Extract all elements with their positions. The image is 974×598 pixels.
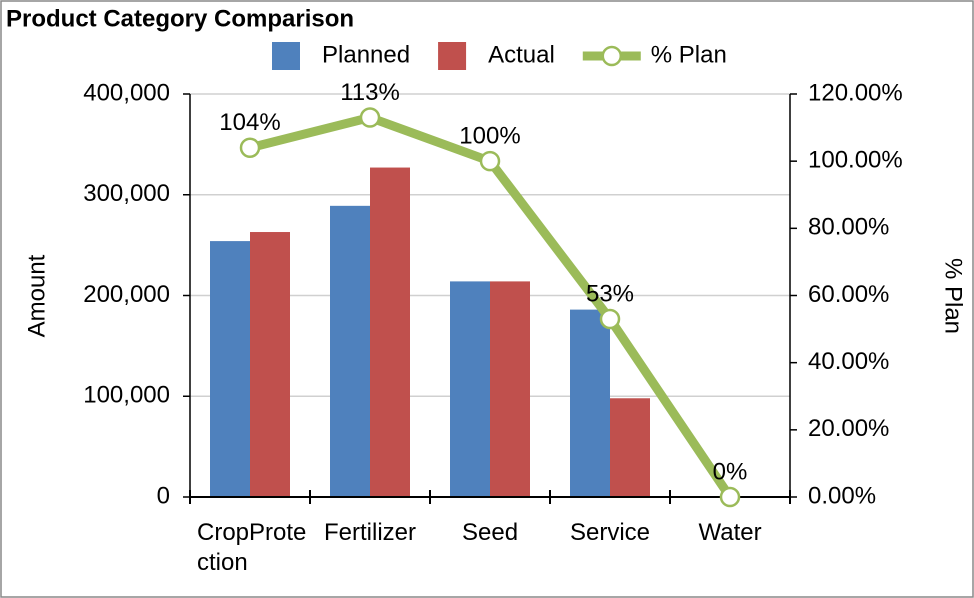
data-label: 53% (586, 280, 634, 307)
line-marker (359, 107, 381, 128)
data-label: 113% (340, 79, 400, 106)
y2-tick-label: 20.00% (808, 415, 889, 442)
x-tick-label: CropProtection (197, 519, 307, 576)
line-marker (599, 308, 621, 330)
legend-label: Actual (488, 41, 555, 68)
line-marker (239, 137, 261, 158)
y-tick-label: 0 (157, 482, 170, 509)
data-label: 0% (713, 458, 748, 485)
chart-title: Product Category Comparison (6, 5, 354, 32)
legend-label: Planned (322, 41, 410, 68)
y2-tick-label: 100.00% (808, 147, 903, 174)
y-tick-label: 400,000 (83, 79, 170, 106)
bar (330, 205, 370, 497)
y2-tick-label: 120.00% (808, 79, 903, 106)
y-tick-label: 300,000 (83, 180, 170, 207)
y-tick-label: 100,000 (83, 382, 170, 409)
y-tick-label: 200,000 (83, 281, 170, 308)
data-label: 100% (459, 123, 520, 150)
y2-tick-label: 80.00% (808, 214, 889, 241)
data-label: 104% (219, 109, 280, 136)
y2-axis-title: % Plan (940, 258, 967, 334)
y-axis-title: Amount (23, 254, 50, 337)
bar (370, 167, 410, 498)
bar (250, 232, 290, 497)
legend-swatch (601, 45, 623, 67)
x-tick-label: Seed (462, 519, 519, 546)
y2-tick-label: 60.00% (808, 281, 889, 308)
x-tick-label: Water (698, 519, 762, 546)
bar (570, 309, 610, 497)
bar (450, 281, 490, 497)
legend-swatch (438, 42, 467, 70)
bar (490, 281, 530, 497)
x-tick-label: Service (570, 519, 651, 546)
y2-tick-label: 0.00% (808, 482, 876, 509)
bar (610, 398, 650, 497)
y2-tick-label: 40.00% (808, 348, 889, 375)
legend-label: % Plan (651, 41, 727, 68)
bar (210, 241, 250, 497)
x-tick-label: Fertilizer (324, 519, 417, 546)
legend-swatch (272, 42, 300, 70)
line-marker (719, 486, 741, 508)
line-marker (479, 150, 501, 172)
